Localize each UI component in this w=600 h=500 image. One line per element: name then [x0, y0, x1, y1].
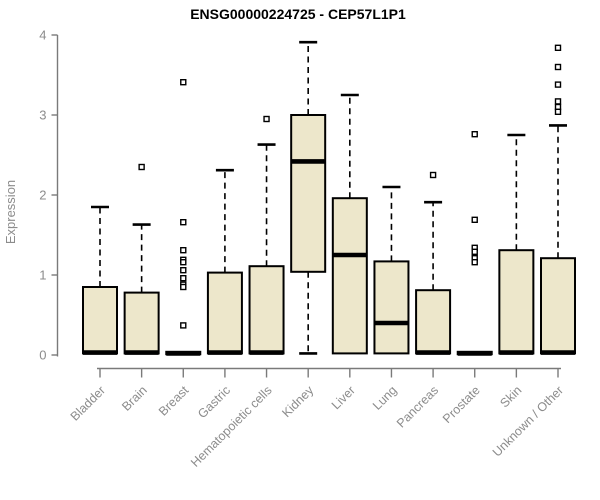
outlier-point	[180, 218, 187, 226]
y-axis-label: Expression	[3, 180, 18, 244]
box-liver	[331, 93, 368, 355]
box-lung	[373, 185, 410, 355]
iqr-box	[123, 291, 160, 355]
y-tick-label: 2	[39, 188, 46, 203]
outlier-point	[554, 44, 562, 51]
iqr-box	[206, 271, 243, 355]
x-tick-label-pancreas: Pancreas	[394, 383, 441, 430]
box-kidney	[290, 40, 327, 355]
box-gastric	[206, 168, 243, 355]
outlier-point	[471, 216, 478, 224]
outlier-point	[471, 248, 478, 256]
outlier-point	[554, 81, 562, 88]
iqr-box	[498, 249, 535, 355]
iqr-box	[248, 265, 285, 355]
outlier-point	[429, 171, 437, 179]
outlier-point	[471, 259, 478, 266]
outlier-point	[554, 63, 562, 71]
outlier-point	[263, 115, 270, 123]
x-tick-label-prostate: Prostate	[440, 383, 483, 426]
x-tick-label-lung: Lung	[370, 383, 400, 413]
box-unknown-other	[540, 44, 576, 355]
box-prostate	[456, 130, 493, 356]
x-tick-label-breast: Breast	[156, 383, 192, 419]
x-tick-label-bladder: Bladder	[68, 383, 108, 423]
chart-title: ENSG00000224725 - CEP57L1P1	[190, 6, 406, 22]
outlier-point	[180, 78, 187, 86]
x-tick-label-liver: Liver	[329, 383, 358, 412]
outlier-point	[180, 267, 187, 274]
x-tick-label-gastric: Gastric	[195, 383, 233, 421]
y-tick-label: 3	[39, 108, 46, 123]
box-skin	[498, 133, 535, 355]
box-breast	[165, 78, 202, 356]
outlier-point	[471, 130, 478, 138]
plot-area: 0 1 2 3 4 Bladder Brain Breast GastricHematopoie…	[39, 28, 576, 470]
x-tick-label-hematopoietic-cells: Hematopoietic cells	[188, 383, 275, 470]
iqr-box	[415, 289, 452, 355]
box-bladder	[82, 205, 118, 355]
x-tick-label-unknown-other: Unknown / Other	[490, 383, 566, 459]
iqr-box	[82, 286, 118, 355]
outlier-point	[180, 259, 187, 266]
iqr-box	[331, 197, 368, 355]
outlier-point	[180, 246, 187, 254]
y-axis: 0 1 2 3 4	[39, 28, 59, 363]
outlier-point	[554, 98, 562, 105]
iqr-box	[290, 114, 327, 273]
outlier-point	[138, 163, 145, 171]
x-tick-label-kidney: Kidney	[279, 383, 316, 420]
x-tick-label-skin: Skin	[497, 383, 524, 410]
outlier-point	[180, 283, 187, 291]
y-tick-label: 1	[39, 268, 46, 283]
box-brain	[123, 163, 160, 355]
y-tick-label: 0	[39, 348, 46, 363]
outlier-point	[180, 275, 187, 282]
box-hematopoietic-cells	[248, 115, 285, 355]
iqr-box	[540, 257, 576, 355]
x-tick-label-brain: Brain	[119, 383, 150, 414]
y-tick-label: 4	[39, 28, 46, 43]
outlier-point	[554, 108, 562, 116]
outlier-point	[180, 322, 187, 329]
iqr-box	[373, 260, 410, 355]
box-pancreas	[415, 171, 452, 355]
